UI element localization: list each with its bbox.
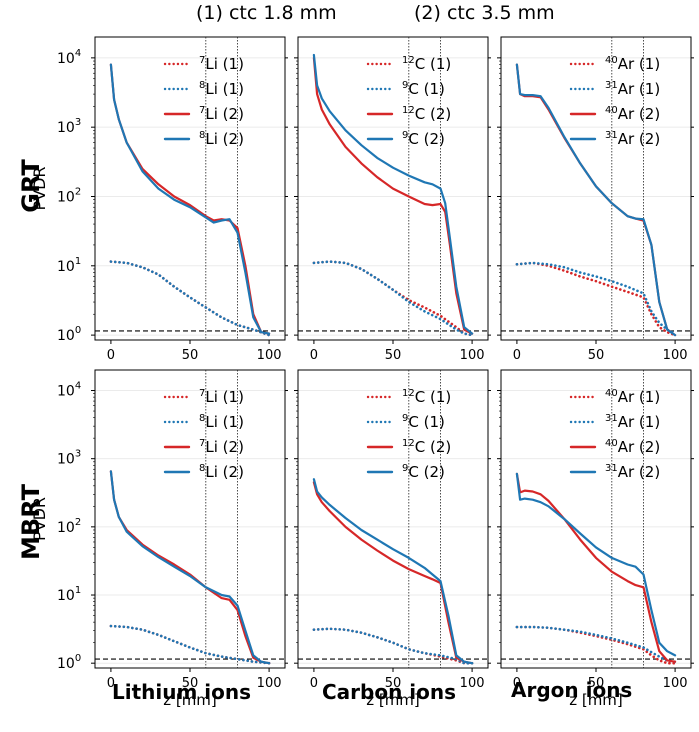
legend-entry: 40Ar (2) — [605, 105, 660, 123]
series-line-9c-2- — [312, 53, 474, 335]
series-line-31ar-2- — [515, 63, 677, 337]
y-tick-label: 102 — [57, 517, 81, 536]
x-tick-label: 100 — [663, 676, 688, 691]
series-line-31ar-2- — [515, 472, 677, 657]
legend-entry: 31Ar (1) — [605, 413, 660, 431]
series-line-12c-2- — [312, 56, 474, 335]
panel-mbrt-carbon: 0 50 100 z [mm] 12C (1) 9C (1) 12C (2) 9C (2) — [294, 369, 491, 709]
legend-entry: 31Ar (1) — [605, 80, 660, 98]
x-tick-label: 0 — [513, 676, 521, 691]
x-tick-label: 100 — [663, 348, 688, 363]
x-axis-label: z [mm] — [366, 691, 420, 709]
y-tick-label: 101 — [57, 256, 81, 275]
series-line-31ar-1- — [515, 261, 677, 335]
x-tick-label: 0 — [310, 676, 318, 691]
row-label-mbrt: MBRT — [17, 484, 45, 560]
legend-entry: 9C (1) — [402, 413, 445, 431]
column-label-carbon: Carbon ions — [322, 680, 457, 704]
legend-entry: 7Li (1) — [199, 388, 244, 406]
legend-entry: 9C (1) — [402, 80, 445, 98]
legend-entry: 31Ar (2) — [605, 130, 660, 148]
panel-grt-argon: 0 50 100 40Ar (1) 31Ar (1) 40Ar (2) 31Ar (2) — [497, 36, 694, 363]
legend-entry: 8Li (1) — [199, 413, 244, 431]
x-tick-label: 100 — [460, 348, 485, 363]
x-tick-label: 0 — [107, 676, 115, 691]
row-label-grt: GRT — [17, 159, 45, 213]
column-label-argon: Argon ions — [511, 678, 633, 702]
y-tick-label: 102 — [57, 186, 81, 205]
y-tick-label: 100 — [57, 653, 81, 672]
x-tick-label: 0 — [310, 348, 318, 363]
series-line-9c-1- — [312, 627, 474, 665]
y-tick-label: 100 — [57, 325, 81, 344]
x-tick-label: 50 — [385, 676, 402, 691]
panel-grt-carbon: 0 50 100 12C (1) 9C (1) 12C (2) 9C (2) — [294, 36, 491, 363]
legend-entry: 8Li (1) — [199, 80, 244, 98]
x-tick-label: 50 — [588, 676, 605, 691]
panel-mbrt-lithium: 100 101 102 103 104 0 50 100 PVDR z [mm] 7Li (1) 8L… — [30, 369, 288, 709]
legend-entry: 12C (1) — [402, 55, 451, 73]
series-line-31ar-1- — [515, 625, 677, 663]
legend-entry: 9C (2) — [402, 130, 445, 148]
panel-grt-lithium: 100 101 102 103 104 0 50 100 PVDR 7Li (1) 8Li (1) 7… — [30, 36, 288, 363]
series-line-7li-2- — [109, 63, 271, 335]
legend-entry: 12C (2) — [402, 105, 451, 123]
series-line-40ar-2- — [515, 472, 677, 663]
axes-frame — [500, 36, 692, 341]
legend-entry: 8Li (2) — [199, 130, 244, 148]
legend-entry: 31Ar (2) — [605, 463, 660, 481]
series-line-7li-2- — [109, 470, 271, 665]
x-tick-label: 50 — [385, 348, 402, 363]
axes-frame — [94, 36, 286, 341]
x-tick-label: 50 — [182, 676, 199, 691]
y-tick-label: 104 — [57, 381, 81, 400]
legend-entry: 40Ar (1) — [605, 388, 660, 406]
axes-frame — [94, 369, 286, 669]
x-tick-label: 100 — [460, 676, 485, 691]
column-label-lithium: Lithium ions — [112, 680, 252, 704]
axes-frame — [500, 369, 692, 669]
legend-entry: 8Li (2) — [199, 463, 244, 481]
series-line-8li-1- — [109, 624, 271, 665]
y-axis-label: PVDR — [30, 166, 49, 210]
series-line-40ar-1- — [515, 625, 677, 665]
series-line-12c-2- — [312, 481, 474, 665]
x-tick-label: 0 — [513, 348, 521, 363]
legend-entry: 12C (1) — [402, 388, 451, 406]
x-tick-label: 100 — [257, 676, 282, 691]
axes-frame — [297, 369, 489, 669]
series-line-12c-1- — [312, 260, 474, 337]
legend-entry: 40Ar (2) — [605, 438, 660, 456]
legend-entry: 12C (2) — [402, 438, 451, 456]
x-axis-label: z [mm] — [569, 691, 623, 709]
series-line-9c-2- — [312, 478, 474, 665]
x-axis-label: z [mm] — [163, 691, 217, 709]
y-axis-label: PVDR — [30, 497, 49, 541]
series-line-9c-1- — [312, 260, 474, 337]
header-label-1: (1) ctc 1.8 mm — [196, 2, 337, 24]
header-label-2: (2) ctc 3.5 mm — [414, 2, 555, 24]
x-tick-label: 50 — [182, 348, 199, 363]
y-tick-label: 103 — [57, 117, 81, 136]
y-tick-label: 104 — [57, 48, 81, 67]
series-line-8li-1- — [109, 260, 271, 337]
legend-entry: 7Li (1) — [199, 55, 244, 73]
legend-entry: 9C (2) — [402, 463, 445, 481]
series-line-40ar-1- — [515, 261, 677, 337]
panel-mbrt-argon: 0 50 100 z [mm] 40Ar (1) 31Ar (1) 40Ar (2) 31Ar… — [497, 369, 694, 709]
y-tick-label: 101 — [57, 585, 81, 604]
x-tick-label: 100 — [257, 348, 282, 363]
series-line-8li-2- — [109, 63, 271, 335]
x-tick-label: 0 — [107, 348, 115, 363]
y-tick-label: 103 — [57, 449, 81, 468]
legend-entry: 40Ar (1) — [605, 55, 660, 73]
legend-entry: 7Li (2) — [199, 105, 244, 123]
series-line-8li-2- — [109, 470, 271, 665]
x-tick-label: 50 — [588, 348, 605, 363]
legend-entry: 7Li (2) — [199, 438, 244, 456]
